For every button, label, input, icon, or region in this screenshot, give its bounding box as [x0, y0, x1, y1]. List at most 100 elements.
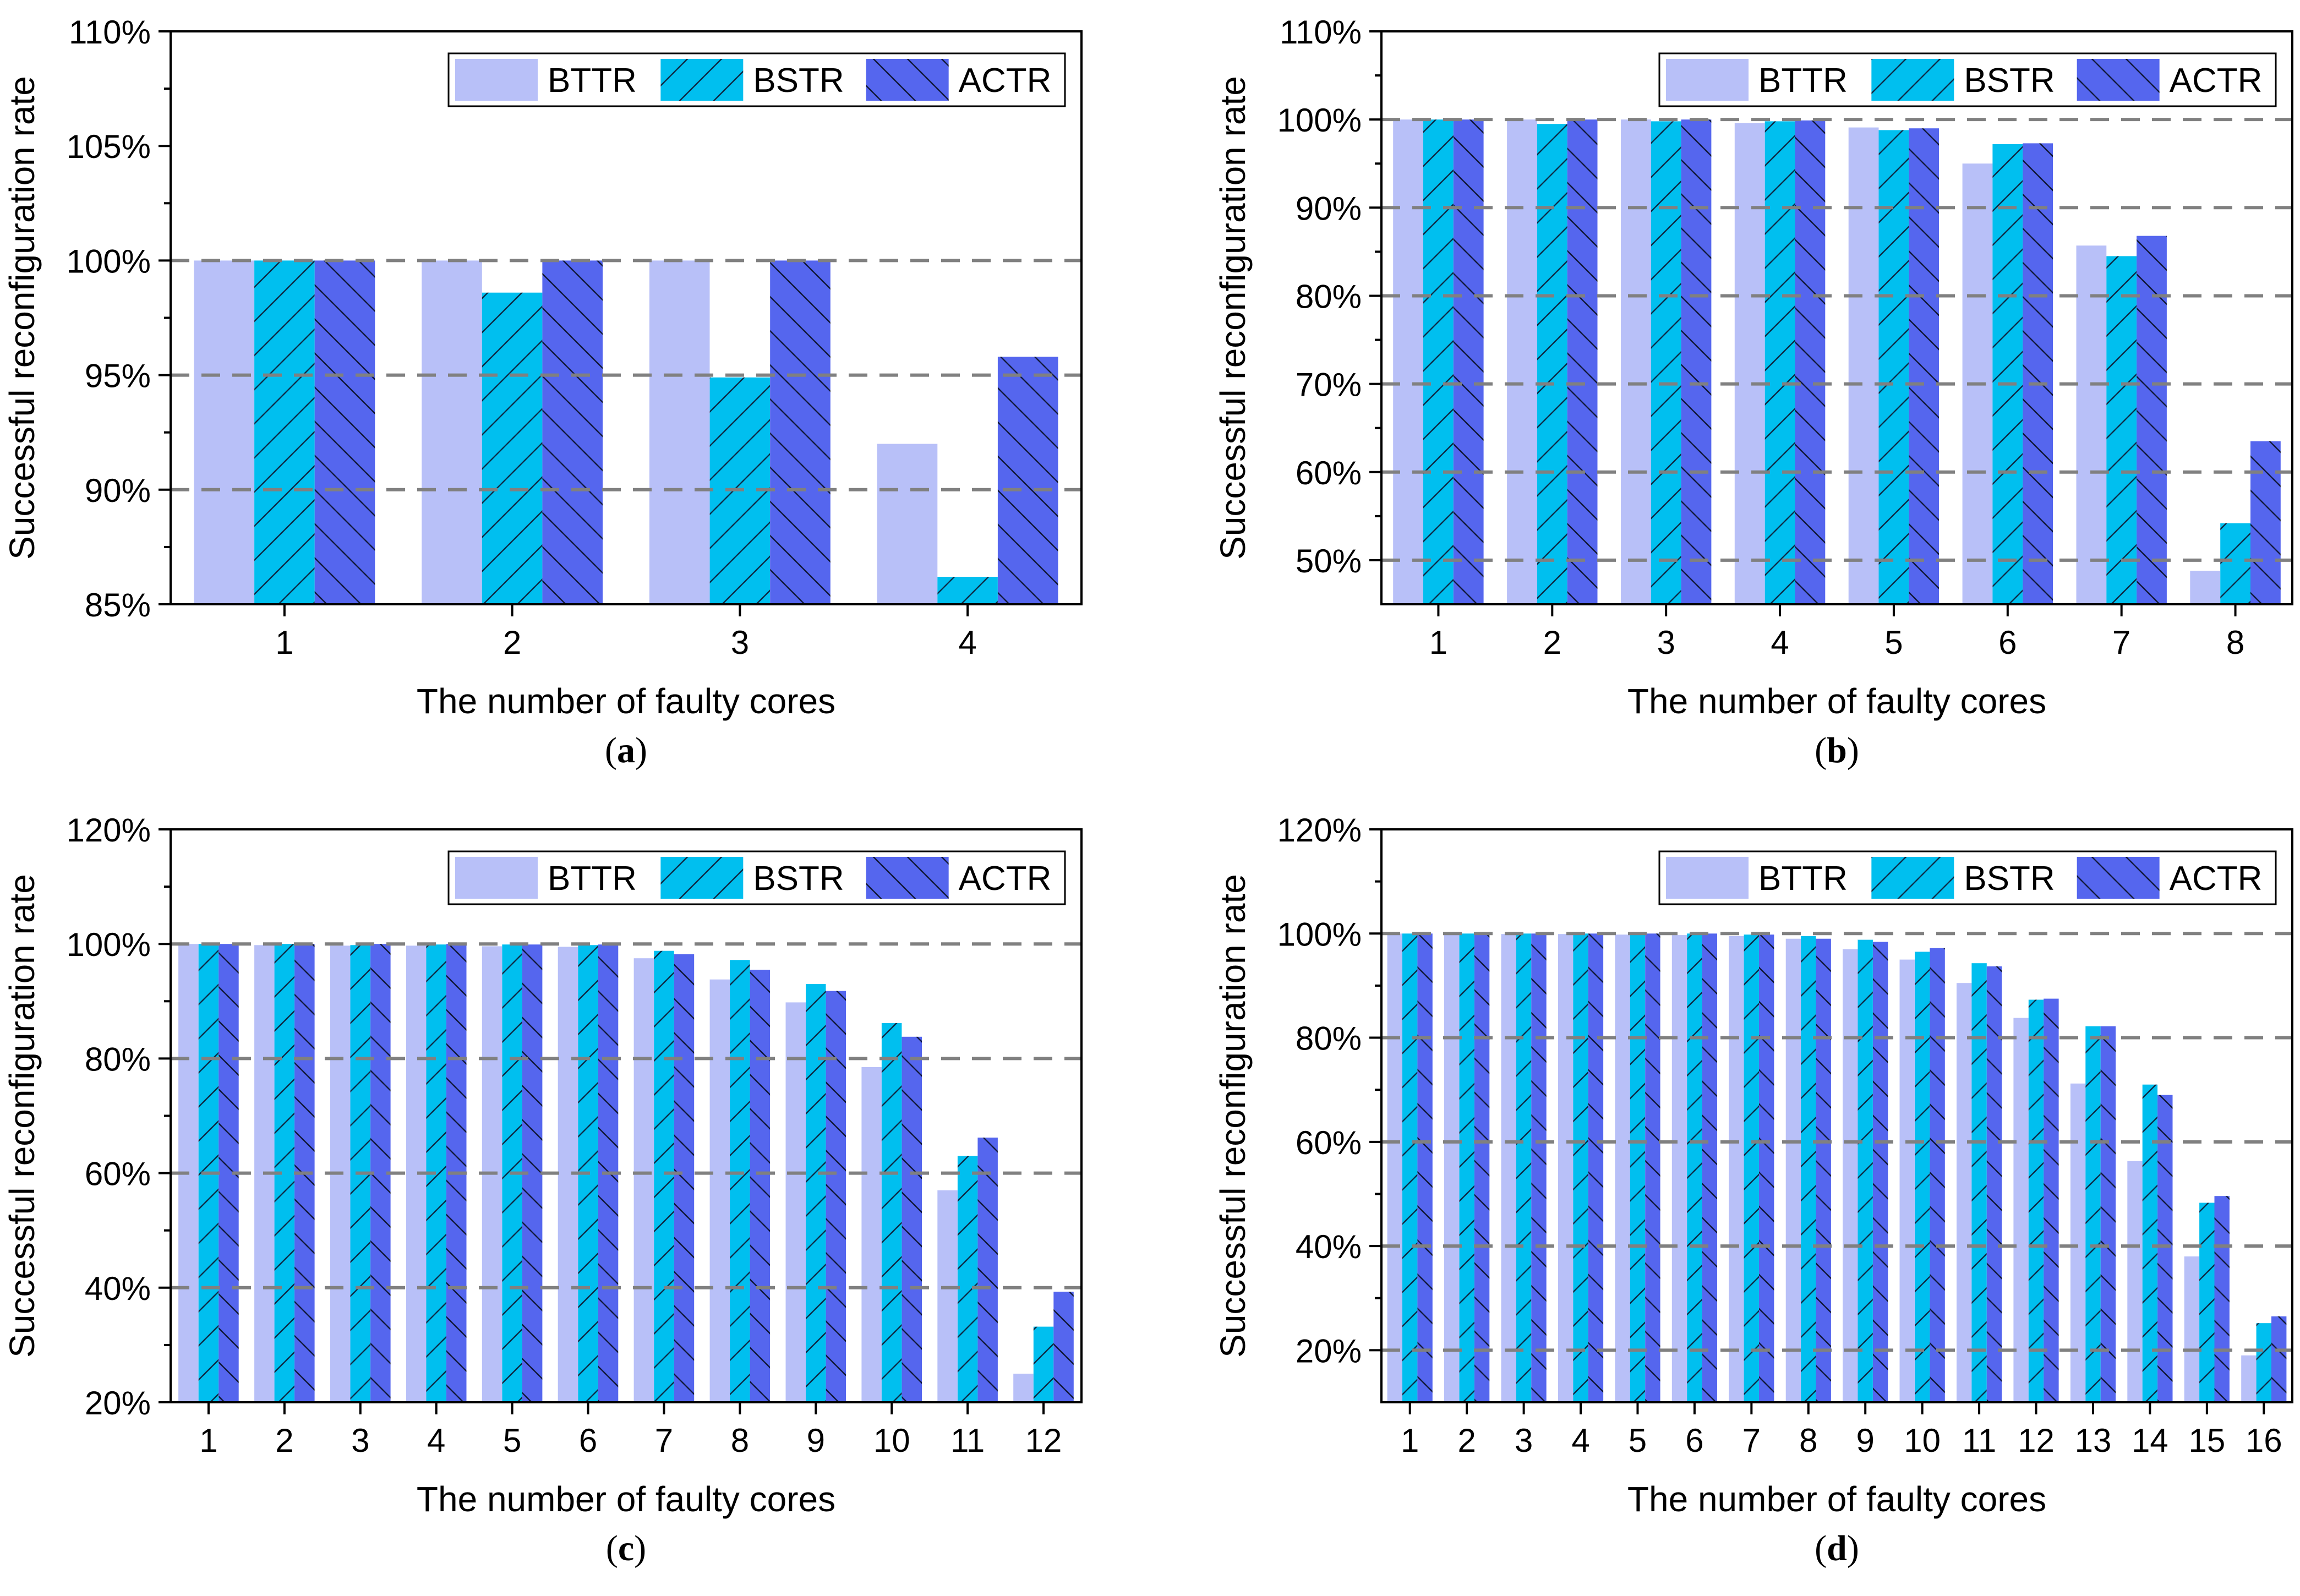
- x-tick-label: 11: [1962, 1422, 1996, 1459]
- bar-bstr-10: [1915, 952, 1930, 1402]
- y-tick-label: 110%: [69, 14, 151, 51]
- plot-frame: [1380, 30, 2293, 605]
- caption-open-paren: (: [1815, 1528, 1827, 1568]
- x-tick-label: 7: [2112, 624, 2130, 661]
- x-tick-label: 9: [807, 1422, 825, 1459]
- bar-bttr-2: [1444, 933, 1460, 1402]
- bar-actr-7: [1759, 934, 1774, 1402]
- bar-bttr-3: [1501, 934, 1516, 1402]
- bar-bstr-7: [2106, 256, 2137, 604]
- y-tick-label: 80%: [1296, 278, 1362, 315]
- bar-bstr-14: [2142, 1084, 2158, 1402]
- bar-bttr-3: [1621, 119, 1651, 604]
- x-axis-title: The number of faulty cores: [417, 1479, 835, 1519]
- x-tick-label: 5: [503, 1422, 521, 1459]
- x-axis: 1 2 3 4: [275, 604, 977, 661]
- legend-label-actr: ACTR: [959, 860, 1052, 898]
- x-tick-label: 3: [731, 624, 749, 661]
- bar-bttr-8: [2190, 571, 2221, 604]
- caption-close-paren: ): [1847, 1528, 1859, 1568]
- bar-bstr-5: [1878, 130, 1909, 604]
- legend-swatch-actr: [866, 59, 949, 101]
- bar-bstr-8: [2220, 523, 2250, 604]
- caption-open-paren: (: [1815, 730, 1827, 770]
- caption-letter: d: [1827, 1528, 1847, 1568]
- bar-bstr-2: [1459, 933, 1474, 1402]
- x-tick-label: 4: [427, 1422, 445, 1459]
- y-axis-title: Successful reconfiguration rate: [2, 874, 42, 1358]
- legend: BTTR BSTR ACTR: [447, 52, 1066, 107]
- y-tick-label: 40%: [1296, 1228, 1362, 1265]
- y-tick-label: 80%: [85, 1041, 151, 1078]
- y-tick-label: 100%: [67, 926, 151, 963]
- bar-bttr-9: [785, 1002, 806, 1402]
- legend-box: [447, 850, 1066, 905]
- bar-actr-16: [2271, 1316, 2287, 1402]
- bar-bstr-11: [957, 1156, 978, 1402]
- x-tick-label: 7: [1742, 1422, 1761, 1459]
- bar-bstr-2: [482, 292, 543, 604]
- bar-actr-8: [2250, 441, 2281, 604]
- legend-label-bstr: BSTR: [1964, 62, 2055, 100]
- bar-actr-2: [1567, 119, 1598, 604]
- bar-bttr-1: [1387, 933, 1402, 1402]
- bar-bstr-1: [1423, 119, 1454, 604]
- bar-actr-5: [1909, 128, 1940, 604]
- bar-bttr-7: [2076, 245, 2107, 604]
- legend-label-bstr: BSTR: [1964, 860, 2055, 898]
- panel-caption: (a): [605, 730, 647, 770]
- bar-actr-12: [1053, 1292, 1074, 1402]
- x-tick-label: 2: [503, 624, 521, 661]
- bar-bstr-7: [654, 950, 674, 1402]
- bar-actr-11: [977, 1138, 998, 1402]
- x-tick-label: 4: [958, 624, 976, 661]
- y-axis-title: Successful reconfiguration rate: [1213, 76, 1253, 560]
- x-tick-label: 4: [1571, 1422, 1589, 1459]
- bar-bttr-12: [2013, 1018, 2029, 1402]
- x-tick-label: 2: [1457, 1422, 1476, 1459]
- x-tick-label: 5: [1884, 624, 1903, 661]
- bar-bttr-4: [1734, 123, 1765, 605]
- bar-actr-1: [1417, 933, 1433, 1402]
- bar-actr-8: [1816, 938, 1831, 1402]
- x-tick-label: 1: [1429, 624, 1447, 661]
- x-tick-label: 4: [1771, 624, 1789, 661]
- x-tick-label: 12: [2018, 1422, 2055, 1459]
- legend-swatch-bttr: [455, 857, 538, 899]
- bar-actr-1: [1453, 119, 1484, 604]
- bar-bttr-10: [861, 1067, 882, 1402]
- x-tick-label: 10: [873, 1422, 910, 1459]
- legend-swatch-bttr: [1666, 857, 1749, 899]
- caption-letter: c: [618, 1528, 634, 1568]
- legend-swatch-bstr: [1871, 59, 1954, 101]
- legend-swatch-bstr: [660, 59, 744, 101]
- bar-bttr-3: [649, 260, 710, 604]
- x-tick-label: 5: [1629, 1422, 1647, 1459]
- x-tick-label: 2: [1543, 624, 1561, 661]
- bar-bttr-14: [2127, 1161, 2143, 1402]
- bar-bstr-12: [2028, 999, 2044, 1402]
- bar-actr-10: [1930, 948, 1945, 1402]
- bar-actr-7: [674, 954, 695, 1402]
- x-tick-label: 8: [2226, 624, 2244, 661]
- bar-actr-5: [1645, 933, 1660, 1402]
- y-tick-label: 105%: [67, 128, 151, 165]
- bar-bstr-11: [1971, 963, 1987, 1402]
- x-tick-label: 3: [351, 1422, 369, 1459]
- bar-actr-9: [1872, 942, 1888, 1402]
- plot-frame: [1380, 828, 2293, 1403]
- bar-actr-3: [770, 260, 831, 604]
- bar-bttr-13: [2070, 1083, 2086, 1402]
- x-axis: 1 2 3 4 5 6 7 8 9 10 11 12: [199, 1402, 1062, 1459]
- bar-bttr-8: [1785, 938, 1801, 1402]
- bar-actr-4: [1588, 933, 1604, 1402]
- bar-actr-11: [1986, 966, 2002, 1402]
- legend-box: [1658, 52, 2277, 107]
- x-axis-title: The number of faulty cores: [1627, 681, 2046, 721]
- bar-bstr-1: [254, 260, 315, 604]
- legend-label-bttr: BTTR: [1758, 62, 1848, 100]
- x-tick-label: 2: [275, 1422, 293, 1459]
- x-axis-title: The number of faulty cores: [417, 681, 835, 721]
- panel-caption: (d): [1815, 1528, 1859, 1568]
- panel-caption: (b): [1815, 730, 1859, 770]
